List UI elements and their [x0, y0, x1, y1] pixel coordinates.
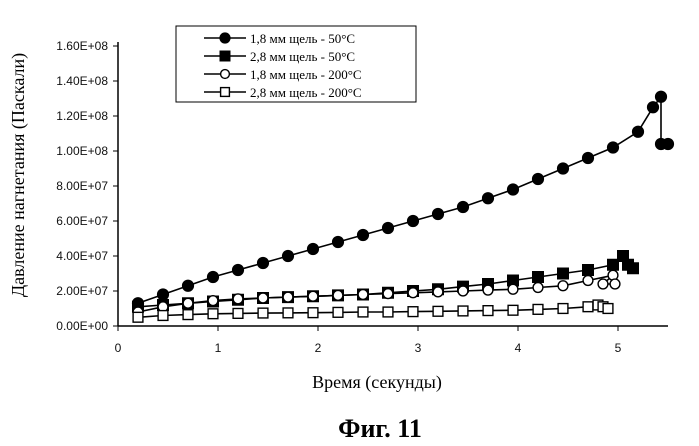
legend-label: 2,8 мм щель - 50°C	[250, 49, 355, 64]
point	[508, 184, 519, 195]
x-tick-label: 5	[615, 341, 622, 355]
point	[283, 251, 294, 262]
legend-label: 2,8 мм щель - 200°C	[250, 85, 362, 100]
point	[258, 308, 268, 318]
point	[333, 237, 344, 248]
point	[663, 139, 674, 150]
point	[433, 287, 443, 297]
point	[656, 91, 667, 102]
series-1	[133, 91, 674, 309]
point	[483, 193, 494, 204]
point	[633, 126, 644, 137]
point	[483, 285, 493, 295]
point	[628, 263, 639, 274]
point	[508, 284, 518, 294]
point	[533, 174, 544, 185]
x-tick-label: 0	[115, 341, 122, 355]
point	[533, 283, 543, 293]
point	[258, 258, 269, 269]
y-tick-label: 4.00E+07	[56, 249, 108, 263]
point	[610, 279, 620, 289]
point	[133, 312, 143, 322]
point	[558, 304, 568, 314]
point	[233, 294, 243, 304]
y-tick-label: 1.00E+08	[56, 144, 108, 158]
point	[433, 306, 443, 316]
series-layer	[133, 91, 674, 322]
x-axis-title: Время (секунды)	[312, 372, 442, 393]
point	[208, 296, 218, 306]
point	[283, 308, 293, 318]
point	[583, 265, 594, 276]
point	[158, 289, 169, 300]
point	[533, 304, 543, 314]
point	[603, 304, 613, 314]
x-tick-label: 4	[515, 341, 522, 355]
y-tick-label: 0.00E+00	[56, 319, 108, 333]
figure-caption: Фиг. 11	[338, 414, 422, 443]
point	[408, 307, 418, 317]
point	[483, 306, 493, 316]
point	[221, 70, 230, 79]
point	[183, 310, 193, 320]
point	[283, 292, 293, 302]
point	[558, 281, 568, 291]
point	[333, 290, 343, 300]
point	[383, 307, 393, 317]
point	[233, 309, 243, 319]
point	[583, 276, 593, 286]
point	[308, 291, 318, 301]
point	[358, 290, 368, 300]
point	[233, 265, 244, 276]
point	[608, 142, 619, 153]
point	[558, 163, 569, 174]
point	[383, 223, 394, 234]
point	[433, 209, 444, 220]
point	[583, 302, 593, 312]
point	[333, 307, 343, 317]
point	[221, 88, 230, 97]
y-tick-label: 1.40E+08	[56, 74, 108, 88]
series-4	[133, 300, 613, 322]
point	[158, 311, 168, 321]
point	[458, 286, 468, 296]
point	[258, 293, 268, 303]
point	[208, 272, 219, 283]
y-tick-label: 6.00E+07	[56, 214, 108, 228]
point	[358, 230, 369, 241]
y-tick-label: 8.00E+07	[56, 179, 108, 193]
point	[533, 272, 544, 283]
x-tick-label: 1	[215, 341, 222, 355]
y-axis-title: Давление нагнетания (Паскали)	[8, 53, 29, 297]
point	[220, 33, 230, 43]
point	[308, 244, 319, 255]
point	[208, 309, 218, 319]
point	[648, 102, 659, 113]
x-tick-label: 2	[315, 341, 322, 355]
y-tick-label: 2.00E+07	[56, 284, 108, 298]
point	[308, 308, 318, 318]
point	[598, 279, 608, 289]
point	[558, 268, 569, 279]
point	[458, 306, 468, 316]
point	[183, 280, 194, 291]
point	[408, 288, 418, 298]
point	[508, 305, 518, 315]
legend-label: 1,8 мм щель - 200°C	[250, 67, 362, 82]
point	[383, 289, 393, 299]
x-tick-label: 3	[415, 341, 422, 355]
point	[408, 216, 419, 227]
y-tick-label: 1.20E+08	[56, 109, 108, 123]
y-tick-label: 1.60E+08	[56, 39, 108, 53]
point	[183, 298, 193, 308]
point	[220, 51, 230, 61]
legend-label: 1,8 мм щель - 50°C	[250, 31, 355, 46]
series-3	[133, 270, 620, 317]
point	[458, 202, 469, 213]
point	[608, 259, 619, 270]
point	[358, 307, 368, 317]
point	[583, 153, 594, 164]
legend: 1,8 мм щель - 50°C 2,8 мм щель - 50°C 1,8 …	[176, 26, 416, 102]
